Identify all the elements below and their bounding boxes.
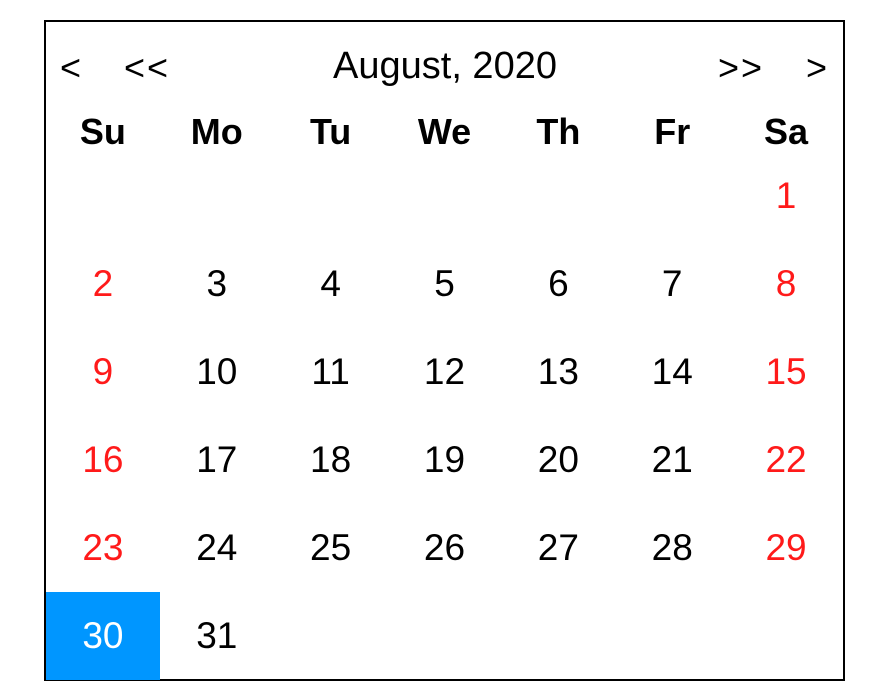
- empty-day-cell: [501, 592, 615, 680]
- day-cell[interactable]: 1: [775, 175, 797, 216]
- empty-day-cell: [388, 592, 502, 680]
- month-year-title: August, 2020: [333, 45, 557, 87]
- day-cell[interactable]: 22: [765, 439, 807, 480]
- weekday-saturday: Sa: [764, 111, 809, 152]
- day-cell[interactable]: 3: [206, 263, 228, 304]
- calendar-header: < << August, 2020 >> >: [46, 22, 843, 110]
- prev-month-button[interactable]: <: [60, 47, 82, 88]
- day-cell[interactable]: 14: [651, 351, 693, 392]
- day-cell[interactable]: 29: [765, 527, 807, 568]
- day-grid: 1 2 3 4 5 6 7 8 9 10 11 12 13 14 15 16 17 18 19 20 21 22 23 24 2…: [46, 152, 843, 680]
- day-cell[interactable]: 13: [537, 351, 579, 392]
- weekday-monday: Mo: [190, 111, 243, 152]
- empty-day-cell: [46, 152, 160, 240]
- calendar: < << August, 2020 >> > Su Mo Tu We Th Fr…: [44, 20, 845, 681]
- day-cell[interactable]: 24: [196, 527, 238, 568]
- weekday-tuesday: Tu: [309, 111, 352, 152]
- prev-year-button[interactable]: <<: [124, 47, 171, 88]
- next-year-button[interactable]: >>: [718, 47, 765, 88]
- empty-day-cell: [501, 152, 615, 240]
- empty-day-cell: [160, 152, 274, 240]
- weekday-thursday: Th: [536, 111, 581, 152]
- empty-day-cell: [729, 592, 843, 680]
- empty-day-cell: [388, 152, 502, 240]
- day-cell[interactable]: 17: [196, 439, 238, 480]
- weekday-header-row: Su Mo Tu We Th Fr Sa: [46, 104, 843, 160]
- day-cell[interactable]: 8: [775, 263, 797, 304]
- day-cell[interactable]: 28: [651, 527, 693, 568]
- day-cell[interactable]: 26: [423, 527, 466, 568]
- day-cell[interactable]: 27: [537, 527, 579, 568]
- day-cell[interactable]: 12: [423, 351, 466, 392]
- next-month-button[interactable]: >: [806, 47, 828, 88]
- day-cell[interactable]: 9: [92, 351, 114, 392]
- day-cell[interactable]: 21: [651, 439, 693, 480]
- empty-day-cell: [615, 592, 729, 680]
- weekday-sunday: Su: [79, 111, 126, 152]
- day-cell[interactable]: 6: [548, 263, 569, 304]
- weekday-wednesday: We: [417, 111, 472, 152]
- day-cell[interactable]: 16: [82, 439, 124, 480]
- day-cell[interactable]: 7: [661, 263, 683, 304]
- day-cell[interactable]: 11: [311, 351, 350, 392]
- day-cell[interactable]: 5: [434, 263, 455, 304]
- day-cell[interactable]: 23: [82, 527, 124, 568]
- day-cell[interactable]: 18: [310, 439, 352, 480]
- day-cell[interactable]: 10: [196, 351, 238, 392]
- day-cell[interactable]: 25: [310, 527, 352, 568]
- empty-day-cell: [274, 152, 388, 240]
- weekday-friday: Fr: [654, 111, 691, 152]
- day-cell[interactable]: 15: [765, 351, 807, 392]
- day-cell[interactable]: 20: [537, 439, 579, 480]
- day-cell[interactable]: 2: [92, 263, 114, 304]
- day-cell[interactable]: 31: [196, 615, 238, 656]
- day-cell[interactable]: 19: [423, 439, 466, 480]
- empty-day-cell: [274, 592, 388, 680]
- empty-day-cell: [615, 152, 729, 240]
- day-cell[interactable]: 4: [320, 263, 341, 304]
- day-cell-selected[interactable]: 30: [46, 592, 160, 680]
